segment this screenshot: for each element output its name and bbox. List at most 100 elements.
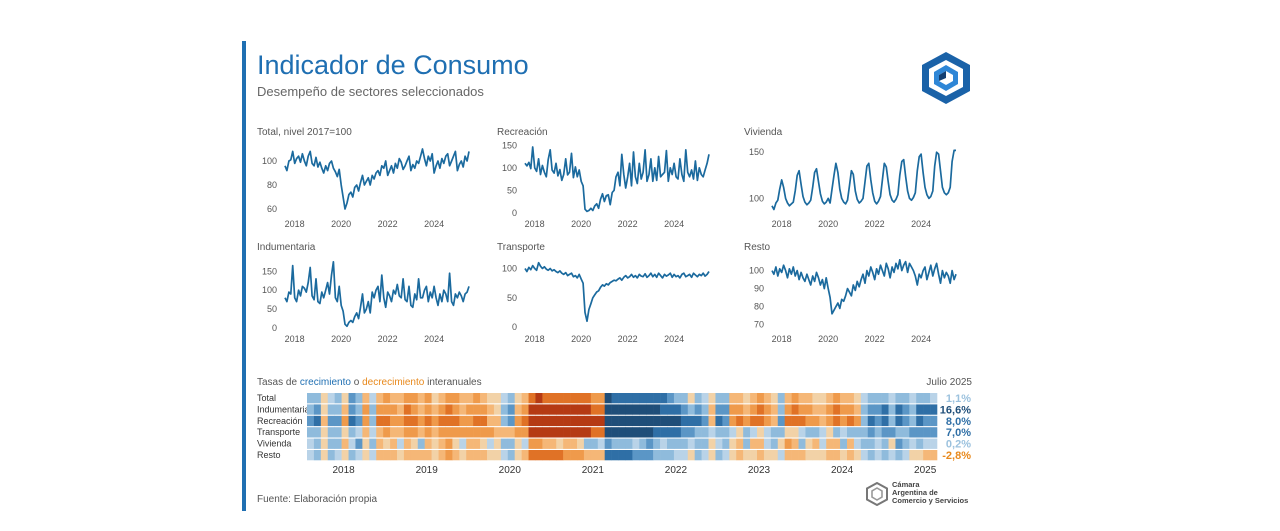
x-tick-label: 2024 xyxy=(664,219,684,229)
heatmap-cell xyxy=(909,404,917,415)
heatmap-cell xyxy=(376,393,384,404)
heatmap-cell xyxy=(916,415,924,427)
heatmap-cell xyxy=(397,415,405,427)
y-tick-label: 150 xyxy=(262,266,277,276)
heatmap-cell xyxy=(528,393,536,404)
heatmap-cell xyxy=(445,393,453,404)
heatmap-cell xyxy=(445,438,453,449)
heatmap-cell xyxy=(805,438,813,449)
heatmap-cell xyxy=(722,427,730,438)
heatmap-cell xyxy=(632,415,640,427)
heatmap-cell xyxy=(653,404,661,415)
chart-indumentaria-svg: Indumentaria 0 50 100 150 2018 2020 2022 2024 xyxy=(257,242,470,344)
heatmap-cell xyxy=(445,450,453,461)
heatmap-cell xyxy=(874,450,882,461)
heatmap-cell xyxy=(757,415,765,427)
heatmap-cell xyxy=(348,393,356,404)
heatmap-cell xyxy=(715,393,723,404)
heatmap-cell xyxy=(639,427,647,438)
heatmap-cell xyxy=(826,450,834,461)
heatmap-cell xyxy=(791,415,799,427)
heatmap-cell xyxy=(694,450,702,461)
heatmap-cell xyxy=(930,393,938,404)
heatmap-cell xyxy=(590,438,599,449)
heatmap-cell xyxy=(611,393,619,404)
heatmap-cell xyxy=(320,393,329,404)
heatmap-cell xyxy=(313,404,322,415)
panel-vivienda: Vivienda 100 150 2018 2020 2022 2024 xyxy=(744,125,984,237)
heatmap-cell xyxy=(867,450,875,461)
org-name-line-1: Cámara xyxy=(892,480,920,489)
heatmap-cell xyxy=(639,450,647,461)
heatmap-cell xyxy=(307,438,315,449)
heatmap-cell xyxy=(770,450,779,461)
heatmap-cell xyxy=(583,415,592,427)
heatmap-cell xyxy=(549,393,557,404)
heatmap-cell xyxy=(514,450,522,461)
heatmap-cell xyxy=(840,438,848,449)
x-tick-label: 2022 xyxy=(378,334,398,344)
heatmap-cell xyxy=(307,404,315,415)
heatmap-cell xyxy=(618,415,626,427)
heatmap-cell xyxy=(660,438,668,449)
heatmap-cell xyxy=(625,438,633,449)
heatmap-cell xyxy=(812,404,820,415)
heatmap-cell xyxy=(570,393,578,404)
heatmap-cell xyxy=(770,404,779,415)
chart-title: Recreación xyxy=(497,127,548,138)
heatmap-cell xyxy=(417,404,425,415)
panel-total: Total, nivel 2017=100 60 80 100 2018 2020 2022… xyxy=(257,125,497,237)
heatmap-cell xyxy=(320,450,329,461)
heatmap-cell xyxy=(729,427,737,438)
heatmap-cell xyxy=(770,438,779,449)
heatmap-row-label: Vivienda xyxy=(257,439,291,449)
heatmap-cell xyxy=(431,450,439,461)
y-tick-label: 50 xyxy=(267,304,277,314)
heatmap-cell xyxy=(307,415,315,427)
heatmap-cell xyxy=(452,404,460,415)
y-tick-label: 150 xyxy=(502,140,517,150)
heatmap-cell xyxy=(327,415,335,427)
heatmap-cell xyxy=(459,415,467,427)
heatmap-cell xyxy=(784,438,792,449)
heatmap-cell xyxy=(507,415,515,427)
heatmap-latest-rate: 0,2% xyxy=(946,439,971,451)
heatmap-cell xyxy=(528,450,536,461)
heatmap-latest-rate: 7,0% xyxy=(946,427,971,439)
heatmap-cell xyxy=(390,404,398,415)
heatmap-cell xyxy=(577,427,585,438)
y-tick-label: 100 xyxy=(502,264,517,274)
heatmap-cell xyxy=(819,427,827,438)
heatmap-cell xyxy=(853,438,862,449)
heatmap-cell xyxy=(701,415,709,427)
heatmap-cell xyxy=(563,427,571,438)
heatmap-cell xyxy=(500,393,509,404)
heatmap-row-label: Resto xyxy=(257,450,281,460)
heatmap-cell xyxy=(487,450,495,461)
y-tick-label: 50 xyxy=(507,293,517,303)
heatmap-cell xyxy=(528,404,536,415)
heatmap-cell xyxy=(452,393,460,404)
heatmap-cell xyxy=(521,404,529,415)
heatmap-cell xyxy=(452,438,460,449)
heatmap-cell xyxy=(812,438,820,449)
heatmap-cell xyxy=(549,404,557,415)
heatmap-cell xyxy=(763,415,772,427)
heatmap-cell xyxy=(874,393,882,404)
heatmap-cell xyxy=(722,450,730,461)
heatmap-cell xyxy=(528,438,536,449)
heatmap-cell xyxy=(369,438,377,449)
heatmap-cell xyxy=(597,427,605,438)
heatmap-cell xyxy=(763,438,772,449)
heatmap-cell xyxy=(452,427,460,438)
heatmap-cell xyxy=(473,415,481,427)
heatmap-cell xyxy=(860,415,869,427)
heatmap-cell xyxy=(673,393,682,404)
heatmap-cell xyxy=(798,438,806,449)
heatmap-cell xyxy=(417,393,425,404)
heatmap-cell xyxy=(507,450,515,461)
series-line xyxy=(771,149,956,211)
heatmap-cell xyxy=(583,404,592,415)
heatmap-cell xyxy=(888,404,896,415)
heatmap-cell xyxy=(715,404,723,415)
